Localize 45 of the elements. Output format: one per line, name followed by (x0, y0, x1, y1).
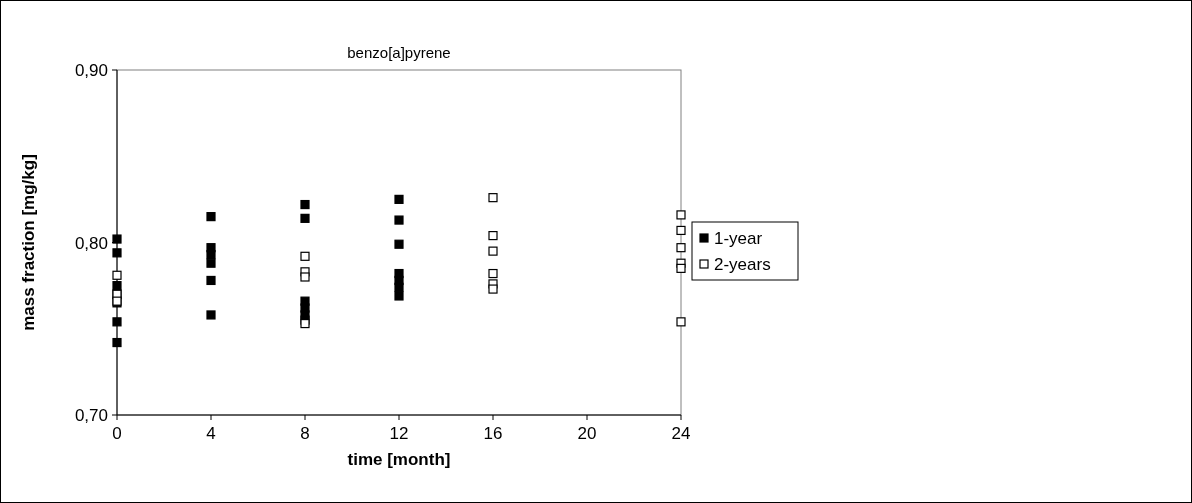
point (300, 272, 310, 282)
chart-title: benzo[a]pyrene (347, 44, 451, 61)
point (206, 310, 216, 320)
y-tick-label: 0,70 (74, 406, 108, 425)
x-tick-label: 16 (483, 424, 503, 443)
point (300, 213, 310, 223)
point (488, 284, 498, 294)
y-tick-label: 0,80 (74, 233, 108, 253)
x-axis-title: time [month] (347, 450, 451, 469)
point (206, 258, 216, 268)
point (676, 225, 686, 236)
point (206, 249, 216, 260)
point (112, 317, 122, 327)
x-tick-label: 8 (300, 424, 310, 443)
point (676, 243, 686, 253)
point (112, 270, 122, 280)
x-tick-label: 12 (389, 424, 409, 443)
point (300, 318, 310, 329)
point (676, 317, 686, 327)
x-tick-label: 24 (671, 424, 691, 443)
y-axis-title: mass fraction [mg/kg] (19, 154, 38, 331)
point (488, 268, 498, 279)
point (112, 248, 122, 258)
legend-label: 1-year (714, 229, 763, 248)
legend-label: 2-years (714, 255, 771, 274)
point (488, 246, 498, 256)
x-tick-label: 4 (206, 424, 216, 443)
point (488, 231, 498, 241)
point (394, 291, 404, 301)
point (676, 263, 686, 273)
point (488, 193, 498, 203)
point (676, 210, 686, 220)
x-tick-label: 0 (112, 424, 122, 443)
point (112, 281, 122, 291)
point (300, 251, 310, 261)
y-tick-label: 0,90 (74, 61, 108, 80)
point (300, 199, 310, 210)
point (394, 239, 404, 249)
point (112, 337, 122, 348)
point (206, 212, 216, 222)
point (394, 215, 404, 225)
point (112, 234, 122, 244)
x-tick-label: 20 (577, 424, 597, 443)
point (394, 194, 404, 204)
point (206, 275, 216, 286)
